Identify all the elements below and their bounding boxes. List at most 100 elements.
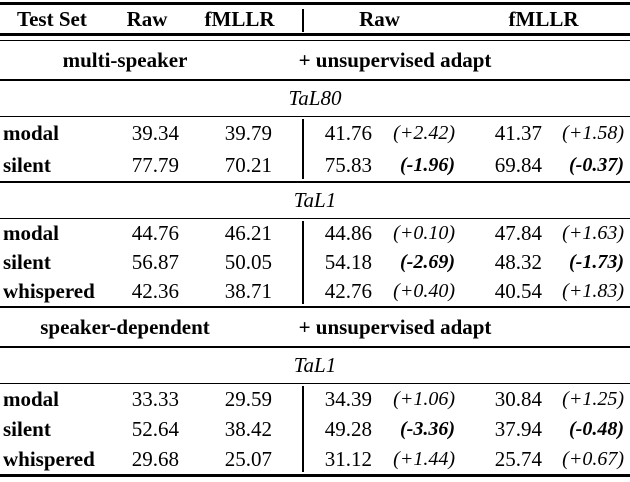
raw-adapt-delta: (-3.36) xyxy=(400,417,455,440)
table-row: whispered 42.36 38.71 42.76 (+0.40) 40.5… xyxy=(0,277,630,306)
fmllr-adapt-value: 47.84 xyxy=(494,221,542,245)
table-row: modal 44.76 46.21 44.86 (+0.10) 47.84 (+… xyxy=(0,219,630,248)
table-header-row: Test Set Raw fMLLR Raw fMLLR xyxy=(0,5,630,33)
table-row: modal 33.33 29.59 34.39 (+1.06) 30.84 (+… xyxy=(0,384,630,414)
top-rule xyxy=(0,2,630,5)
fmllr-adapt-delta: (+1.63) xyxy=(562,222,624,244)
fmllr-adapt-value: 48.32 xyxy=(494,250,542,274)
fmllr-adapt-value: 41.37 xyxy=(494,120,542,145)
rule xyxy=(0,181,630,183)
row-label: whispered xyxy=(3,446,95,471)
row-label: whispered xyxy=(3,279,95,303)
header-raw-adapt: Raw xyxy=(359,6,400,31)
row-label: silent xyxy=(3,250,51,274)
raw-value: 42.36 xyxy=(131,279,179,303)
row-label: silent xyxy=(3,152,51,177)
dataset-row-tal1-sd: TaL1 xyxy=(0,348,630,383)
section-label-right: + unsupervised adapt xyxy=(298,314,492,339)
rule xyxy=(0,218,630,219)
raw-adapt-value: 49.28 xyxy=(324,416,372,441)
raw-adapt-delta: (+0.10) xyxy=(393,222,455,244)
header-rule xyxy=(0,33,630,36)
section-label-left: speaker-dependent xyxy=(40,314,210,339)
rule xyxy=(0,79,630,81)
dataset-row-tal80: TaL80 xyxy=(0,81,630,116)
section-rule xyxy=(0,306,630,308)
fmllr-adapt-delta: (-1.73) xyxy=(569,251,624,273)
fmllr-adapt-value: 25.74 xyxy=(494,446,542,471)
column-separator xyxy=(302,221,304,304)
raw-adapt-delta: (+1.44) xyxy=(393,447,455,470)
fmllr-adapt-delta: (-0.48) xyxy=(569,417,624,440)
raw-adapt-delta: (+2.42) xyxy=(393,121,455,144)
dataset-label: TaL80 xyxy=(288,86,342,110)
fmllr-adapt-value: 40.54 xyxy=(494,279,542,303)
raw-adapt-value: 31.12 xyxy=(324,446,372,471)
fmllr-adapt-value: 69.84 xyxy=(494,152,542,177)
fmllr-adapt-value: 30.84 xyxy=(494,386,542,411)
raw-adapt-value: 42.76 xyxy=(324,279,372,303)
dataset-label: TaL1 xyxy=(293,353,337,377)
fmllr-adapt-delta: (-0.37) xyxy=(569,153,624,176)
row-label: modal xyxy=(3,386,60,411)
header-fmllr: fMLLR xyxy=(204,6,275,31)
table-row: silent 56.87 50.05 54.18 (-2.69) 48.32 (… xyxy=(0,248,630,277)
section-row-multi-speaker: multi-speaker + unsupervised adapt xyxy=(0,41,630,79)
column-separator xyxy=(302,386,304,472)
header-test-set: Test Set xyxy=(17,6,87,31)
table-row: silent 77.79 70.21 75.83 (-1.96) 69.84 (… xyxy=(0,149,630,181)
fmllr-adapt-delta: (+0.67) xyxy=(562,447,624,470)
row-label: silent xyxy=(3,416,51,441)
section-row-speaker-dependent: speaker-dependent + unsupervised adapt xyxy=(0,308,630,346)
raw-adapt-value: 41.76 xyxy=(324,120,372,145)
rule xyxy=(0,116,630,117)
data-block-tal80: modal 39.34 39.79 41.76 (+2.42) 41.37 (+… xyxy=(0,117,630,181)
row-label: modal xyxy=(3,221,60,245)
raw-value: 77.79 xyxy=(131,152,179,177)
bottom-rule xyxy=(0,474,630,477)
raw-adapt-value: 75.83 xyxy=(324,152,372,177)
fmllr-value: 70.21 xyxy=(224,152,272,177)
table-row: modal 39.34 39.79 41.76 (+2.42) 41.37 (+… xyxy=(0,117,630,149)
header-column-separator xyxy=(302,9,304,32)
raw-value: 52.64 xyxy=(131,416,179,441)
raw-value: 39.34 xyxy=(131,120,179,145)
header-raw: Raw xyxy=(126,6,168,31)
raw-value: 29.68 xyxy=(131,446,179,471)
header-rule-2 xyxy=(0,40,630,41)
rule xyxy=(0,346,630,348)
fmllr-value: 38.71 xyxy=(224,279,272,303)
fmllr-value: 39.79 xyxy=(224,120,272,145)
raw-value: 44.76 xyxy=(131,221,179,245)
raw-adapt-delta: (-1.96) xyxy=(400,153,455,176)
fmllr-adapt-value: 37.94 xyxy=(494,416,542,441)
data-block-tal1: modal 44.76 46.21 44.86 (+0.10) 47.84 (+… xyxy=(0,219,630,306)
fmllr-value: 46.21 xyxy=(224,221,272,245)
raw-adapt-delta: (+1.06) xyxy=(393,387,455,410)
raw-adapt-value: 44.86 xyxy=(324,221,372,245)
header-fmllr-adapt: fMLLR xyxy=(508,6,579,31)
dataset-row-tal1: TaL1 xyxy=(0,183,630,218)
fmllr-adapt-delta: (+1.25) xyxy=(562,387,624,410)
fmllr-adapt-delta: (+1.83) xyxy=(562,280,624,302)
section-label-left: multi-speaker xyxy=(62,47,188,72)
section-label-right: + unsupervised adapt xyxy=(298,47,492,72)
raw-adapt-value: 34.39 xyxy=(324,386,372,411)
fmllr-value: 50.05 xyxy=(224,250,272,274)
data-block-tal1-sd: modal 33.33 29.59 34.39 (+1.06) 30.84 (+… xyxy=(0,384,630,474)
table-row: silent 52.64 38.42 49.28 (-3.36) 37.94 (… xyxy=(0,414,630,444)
table-row: whispered 29.68 25.07 31.12 (+1.44) 25.7… xyxy=(0,444,630,474)
row-label: modal xyxy=(3,120,60,145)
raw-adapt-delta: (+0.40) xyxy=(393,280,455,302)
raw-adapt-delta: (-2.69) xyxy=(400,251,455,273)
fmllr-value: 29.59 xyxy=(224,386,272,411)
raw-value: 33.33 xyxy=(131,386,179,411)
raw-value: 56.87 xyxy=(131,250,179,274)
fmllr-value: 38.42 xyxy=(224,416,272,441)
fmllr-value: 25.07 xyxy=(224,446,272,471)
raw-adapt-value: 54.18 xyxy=(324,250,372,274)
column-separator xyxy=(302,119,304,179)
dataset-label: TaL1 xyxy=(293,188,337,212)
rule xyxy=(0,383,630,384)
